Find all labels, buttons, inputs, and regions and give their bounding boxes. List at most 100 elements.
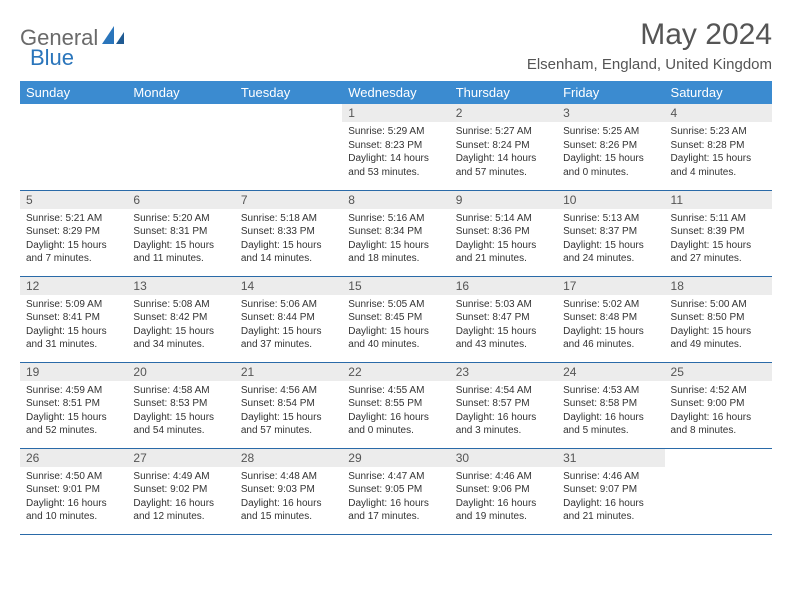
daylight-text: Daylight: 16 hours and 15 minutes. [241, 497, 336, 524]
day-number: 7 [235, 191, 342, 209]
day-info: Sunrise: 5:13 AMSunset: 8:37 PMDaylight:… [557, 209, 664, 269]
day-number: 28 [235, 449, 342, 467]
day-number: 19 [20, 363, 127, 381]
daylight-text: Daylight: 15 hours and 40 minutes. [348, 325, 443, 352]
day-info: Sunrise: 5:29 AMSunset: 8:23 PMDaylight:… [342, 122, 449, 182]
sunrise-text: Sunrise: 4:52 AM [671, 384, 766, 398]
sunrise-text: Sunrise: 5:06 AM [241, 298, 336, 312]
calendar-day-cell: 1Sunrise: 5:29 AMSunset: 8:23 PMDaylight… [342, 104, 449, 190]
sunset-text: Sunset: 8:36 PM [456, 225, 551, 239]
day-number: 24 [557, 363, 664, 381]
daylight-text: Daylight: 15 hours and 43 minutes. [456, 325, 551, 352]
day-number: 5 [20, 191, 127, 209]
weekday-header: Monday [127, 81, 234, 104]
calendar-day-cell: 19Sunrise: 4:59 AMSunset: 8:51 PMDayligh… [20, 362, 127, 448]
calendar-day-cell: 17Sunrise: 5:02 AMSunset: 8:48 PMDayligh… [557, 276, 664, 362]
weekday-header: Wednesday [342, 81, 449, 104]
header: General Blue May 2024 Elsenham, England,… [20, 18, 772, 73]
day-info: Sunrise: 4:47 AMSunset: 9:05 PMDaylight:… [342, 467, 449, 527]
calendar-week-row: 26Sunrise: 4:50 AMSunset: 9:01 PMDayligh… [20, 448, 772, 534]
sunset-text: Sunset: 9:02 PM [133, 483, 228, 497]
calendar-day-cell [127, 104, 234, 190]
day-info: Sunrise: 5:20 AMSunset: 8:31 PMDaylight:… [127, 209, 234, 269]
sunset-text: Sunset: 8:54 PM [241, 397, 336, 411]
day-number: 23 [450, 363, 557, 381]
sunrise-text: Sunrise: 5:29 AM [348, 125, 443, 139]
day-number: 4 [665, 104, 772, 122]
daylight-text: Daylight: 15 hours and 46 minutes. [563, 325, 658, 352]
day-info: Sunrise: 4:46 AMSunset: 9:07 PMDaylight:… [557, 467, 664, 527]
calendar-day-cell: 24Sunrise: 4:53 AMSunset: 8:58 PMDayligh… [557, 362, 664, 448]
day-info: Sunrise: 4:52 AMSunset: 9:00 PMDaylight:… [665, 381, 772, 441]
month-title: May 2024 [527, 18, 772, 52]
daylight-text: Daylight: 15 hours and 0 minutes. [563, 152, 658, 179]
daylight-text: Daylight: 16 hours and 5 minutes. [563, 411, 658, 438]
sunset-text: Sunset: 8:53 PM [133, 397, 228, 411]
sunset-text: Sunset: 8:57 PM [456, 397, 551, 411]
day-number: 31 [557, 449, 664, 467]
day-info: Sunrise: 5:05 AMSunset: 8:45 PMDaylight:… [342, 295, 449, 355]
daylight-text: Daylight: 15 hours and 11 minutes. [133, 239, 228, 266]
sunrise-text: Sunrise: 5:18 AM [241, 212, 336, 226]
sunset-text: Sunset: 8:58 PM [563, 397, 658, 411]
day-number: 12 [20, 277, 127, 295]
sunset-text: Sunset: 8:29 PM [26, 225, 121, 239]
daylight-text: Daylight: 15 hours and 52 minutes. [26, 411, 121, 438]
sunrise-text: Sunrise: 5:09 AM [26, 298, 121, 312]
day-number: 25 [665, 363, 772, 381]
day-info: Sunrise: 4:48 AMSunset: 9:03 PMDaylight:… [235, 467, 342, 527]
day-number: 17 [557, 277, 664, 295]
logo-text-blue: Blue [30, 45, 74, 71]
calendar-day-cell: 26Sunrise: 4:50 AMSunset: 9:01 PMDayligh… [20, 448, 127, 534]
day-info: Sunrise: 5:14 AMSunset: 8:36 PMDaylight:… [450, 209, 557, 269]
weekday-header: Tuesday [235, 81, 342, 104]
daylight-text: Daylight: 16 hours and 0 minutes. [348, 411, 443, 438]
daylight-text: Daylight: 15 hours and 54 minutes. [133, 411, 228, 438]
calendar-day-cell: 27Sunrise: 4:49 AMSunset: 9:02 PMDayligh… [127, 448, 234, 534]
calendar-day-cell: 4Sunrise: 5:23 AMSunset: 8:28 PMDaylight… [665, 104, 772, 190]
day-info: Sunrise: 5:06 AMSunset: 8:44 PMDaylight:… [235, 295, 342, 355]
calendar-day-cell: 2Sunrise: 5:27 AMSunset: 8:24 PMDaylight… [450, 104, 557, 190]
sunrise-text: Sunrise: 5:23 AM [671, 125, 766, 139]
sunrise-text: Sunrise: 5:02 AM [563, 298, 658, 312]
calendar-day-cell: 14Sunrise: 5:06 AMSunset: 8:44 PMDayligh… [235, 276, 342, 362]
day-number: 13 [127, 277, 234, 295]
sunrise-text: Sunrise: 5:16 AM [348, 212, 443, 226]
weekday-header: Friday [557, 81, 664, 104]
sunset-text: Sunset: 8:41 PM [26, 311, 121, 325]
calendar-day-cell [20, 104, 127, 190]
sunset-text: Sunset: 8:55 PM [348, 397, 443, 411]
daylight-text: Daylight: 16 hours and 10 minutes. [26, 497, 121, 524]
weekday-header: Thursday [450, 81, 557, 104]
sunrise-text: Sunrise: 5:03 AM [456, 298, 551, 312]
sunset-text: Sunset: 8:37 PM [563, 225, 658, 239]
day-number: 27 [127, 449, 234, 467]
day-number: 3 [557, 104, 664, 122]
weekday-header: Saturday [665, 81, 772, 104]
day-number: 20 [127, 363, 234, 381]
day-number: 22 [342, 363, 449, 381]
sunrise-text: Sunrise: 5:00 AM [671, 298, 766, 312]
sunrise-text: Sunrise: 4:47 AM [348, 470, 443, 484]
daylight-text: Daylight: 15 hours and 4 minutes. [671, 152, 766, 179]
calendar-day-cell: 21Sunrise: 4:56 AMSunset: 8:54 PMDayligh… [235, 362, 342, 448]
day-number: 18 [665, 277, 772, 295]
daylight-text: Daylight: 16 hours and 3 minutes. [456, 411, 551, 438]
calendar-day-cell: 11Sunrise: 5:11 AMSunset: 8:39 PMDayligh… [665, 190, 772, 276]
day-number: 14 [235, 277, 342, 295]
sunset-text: Sunset: 8:45 PM [348, 311, 443, 325]
sunset-text: Sunset: 9:05 PM [348, 483, 443, 497]
daylight-text: Daylight: 16 hours and 8 minutes. [671, 411, 766, 438]
calendar-day-cell: 30Sunrise: 4:46 AMSunset: 9:06 PMDayligh… [450, 448, 557, 534]
calendar-day-cell: 31Sunrise: 4:46 AMSunset: 9:07 PMDayligh… [557, 448, 664, 534]
sunrise-text: Sunrise: 5:13 AM [563, 212, 658, 226]
day-number: 9 [450, 191, 557, 209]
calendar-day-cell: 20Sunrise: 4:58 AMSunset: 8:53 PMDayligh… [127, 362, 234, 448]
day-number: 1 [342, 104, 449, 122]
sunset-text: Sunset: 8:39 PM [671, 225, 766, 239]
day-number: 6 [127, 191, 234, 209]
day-info: Sunrise: 5:23 AMSunset: 8:28 PMDaylight:… [665, 122, 772, 182]
day-info: Sunrise: 5:08 AMSunset: 8:42 PMDaylight:… [127, 295, 234, 355]
sunrise-text: Sunrise: 5:21 AM [26, 212, 121, 226]
calendar-day-cell: 13Sunrise: 5:08 AMSunset: 8:42 PMDayligh… [127, 276, 234, 362]
